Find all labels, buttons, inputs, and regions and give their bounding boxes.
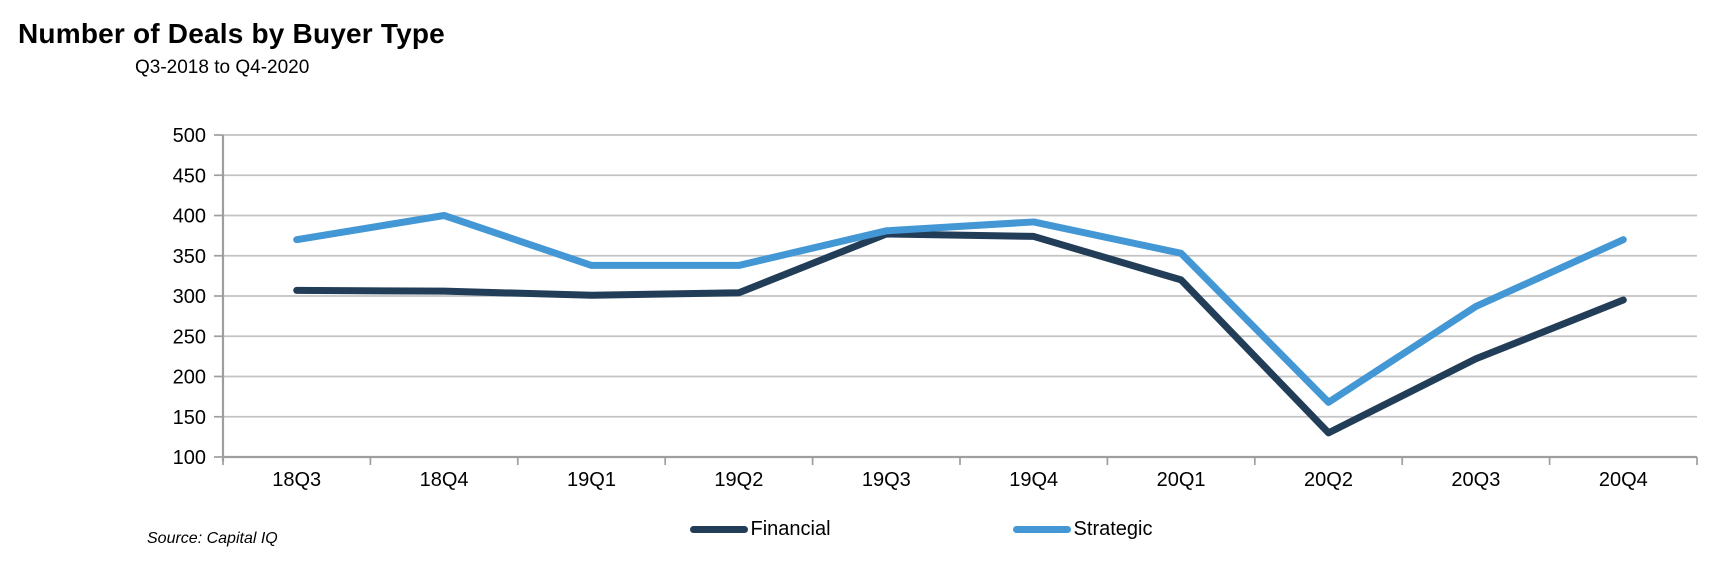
- legend-label-strategic: Strategic: [1073, 518, 1153, 540]
- financial-line-swatch-icon: [689, 525, 748, 533]
- x-tick-label: 19Q3: [862, 469, 911, 491]
- y-tick-label: 100: [173, 447, 206, 469]
- x-tick-label: 18Q3: [272, 469, 321, 491]
- legend-item-financial[interactable]: Financial: [689, 518, 831, 540]
- x-tick-label: 20Q3: [1451, 469, 1500, 491]
- y-tick-label: 150: [173, 407, 206, 429]
- source-note: Source: Capital IQ: [147, 530, 278, 547]
- legend-label-financial: Financial: [750, 518, 831, 540]
- y-tick-label: 400: [173, 206, 206, 228]
- chart-subtitle: Q3-2018 to Q4-2020: [135, 57, 310, 78]
- x-tick-label: 20Q2: [1304, 469, 1353, 491]
- x-tick-label: 19Q1: [567, 469, 616, 491]
- chart-legend: Financial Strategic: [66, 519, 1710, 539]
- y-tick-label: 450: [173, 165, 206, 187]
- financial-line: [293, 230, 1627, 437]
- strategic-line-swatch-icon: [1012, 525, 1071, 533]
- x-tick-label: 19Q4: [1009, 469, 1058, 491]
- x-tick-label: 20Q1: [1157, 469, 1206, 491]
- y-tick-label: 500: [173, 125, 206, 147]
- y-tick-label: 250: [173, 326, 206, 348]
- legend-item-strategic[interactable]: Strategic: [1012, 518, 1153, 540]
- y-tick-label: 350: [173, 246, 206, 268]
- chart-title: Number of Deals by Buyer Type: [18, 18, 445, 49]
- y-tick-label: 300: [173, 286, 206, 308]
- x-tick-label: 20Q4: [1599, 469, 1648, 491]
- x-tick-label: 19Q2: [714, 469, 763, 491]
- y-tick-label: 200: [173, 367, 206, 389]
- strategic-line: [293, 212, 1627, 406]
- x-tick-label: 18Q4: [420, 469, 469, 491]
